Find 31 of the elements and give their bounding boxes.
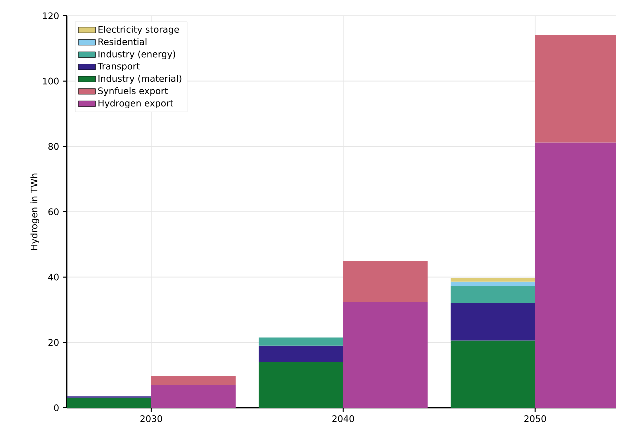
x-tick-label: 2050 — [524, 416, 546, 422]
bar — [67, 398, 152, 408]
legend-label: Residential — [98, 38, 147, 46]
y-tick-label: 120 — [43, 12, 59, 20]
y-axis-title: Hydrogen in TWh — [30, 174, 40, 250]
bar — [450, 340, 536, 408]
x-tick-label: 2030 — [140, 416, 162, 422]
y-tick-label: 20 — [48, 339, 59, 346]
bar — [258, 346, 344, 362]
legend-label: Industry (energy) — [98, 50, 176, 60]
y-tick-label: 0 — [54, 404, 59, 412]
y-tick-label: 40 — [48, 274, 59, 281]
bar — [450, 278, 536, 282]
y-tick-label: 100 — [43, 78, 59, 85]
legend-label: Industry (material) — [98, 75, 182, 84]
legend-label: Transport — [98, 63, 140, 72]
bar — [258, 362, 344, 408]
y-tick-label: 60 — [48, 208, 59, 216]
bar — [450, 286, 536, 304]
legend-label: Synfuels export — [98, 87, 168, 96]
bar — [151, 376, 236, 386]
bar — [450, 282, 536, 286]
legend-label: Hydrogen export — [98, 100, 174, 109]
bar — [450, 303, 536, 341]
bar — [258, 338, 344, 346]
bar — [343, 302, 428, 408]
bar — [343, 261, 428, 302]
legend-label: Electricity storage — [98, 26, 180, 35]
x-tick-label: 2040 — [332, 416, 354, 422]
y-tick-label: 80 — [48, 143, 59, 150]
bar — [151, 385, 236, 408]
